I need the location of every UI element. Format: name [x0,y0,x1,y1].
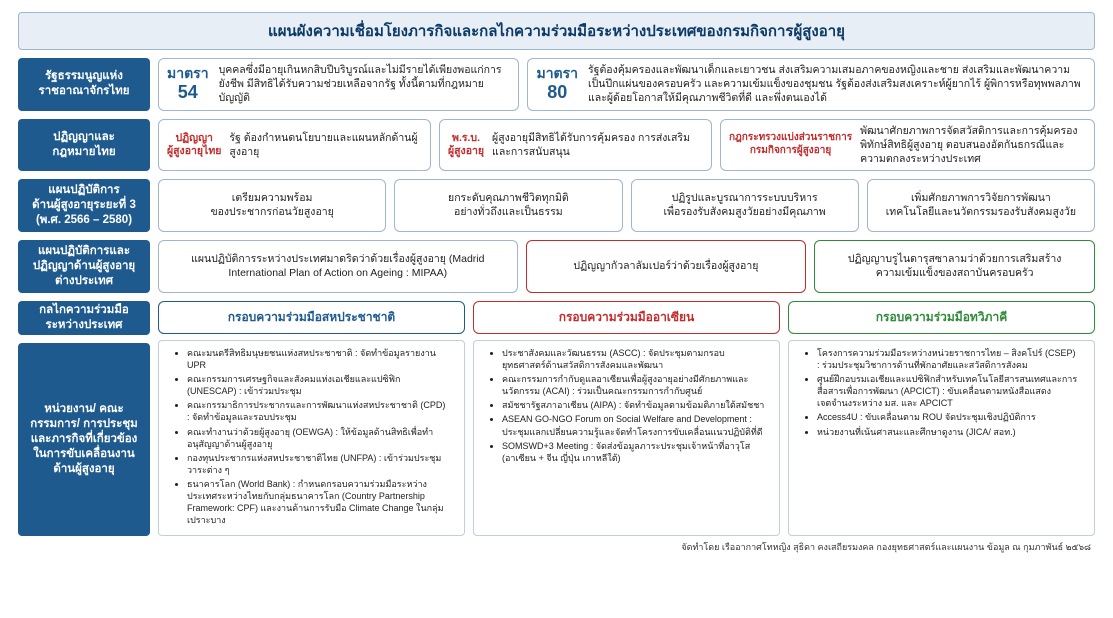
plan3-item-2: ยกระดับคุณภาพชีวิตทุกมิติ อย่างทั่วถึงแล… [394,179,622,232]
list-item: สมัชชารัฐสภาอาเซียน (AIPA) : จัดทำข้อมูล… [502,399,765,411]
label-intl: แผนปฏิบัติการและ ปฏิญญาด้านผู้สูงอายุ ต่… [18,240,150,293]
plan3-item-4: เพิ่มศักยภาพการวิจัยการพัฒนา เทคโนโลยีแล… [867,179,1095,232]
label-laws: ปฏิญญาและ กฎหมายไทย [18,119,150,172]
list-item: Access4U : ขับเคลื่อนตาม ROU จัดประชุมเช… [817,411,1080,423]
plan3-item-3: ปฏิรูปและบูรณาการระบบบริหาร เพื่อรองรับส… [631,179,859,232]
list-item: คณะกรรมาธิการประชากรและการพัฒนาแห่งสหประ… [187,399,450,423]
row-intl-plans: แผนปฏิบัติการและ ปฏิญญาด้านผู้สูงอายุ ต่… [18,240,1095,293]
label-plan3: แผนปฏิบัติการ ด้านผู้สูงอายุระยะที่ 3 (พ… [18,179,150,232]
list-item: ศูนย์ฝึกอบรมเอเชียและแปซิฟิกสำหรับเทคโนโ… [817,373,1080,409]
coop-list-un: คณะมนตรีสิทธิมนุษยชนแห่งสหประชาชาติ : จั… [173,347,450,527]
list-item: ประชาสังคมและวัฒนธรรม (ASCC) : จัดประชุม… [502,347,765,371]
list-item: โครงการความร่วมมือระหว่างหน่วยราชการไทย … [817,347,1080,371]
label-agencies: หน่วยงาน/ คณะกรรมการ/ การประชุม และภารกิ… [18,343,150,536]
law-a-text: รัฐ ต้องกำหนดนโยบายและแผนหลักด้านผู้สูงอ… [229,131,422,159]
list-item: กองทุนประชากรแห่งสหประชาชาติไทย (UNFPA) … [187,452,450,476]
clause-54-text: บุคคลซึ่งมีอายุเกินหกสิบปีบริบูรณ์และไม่… [219,63,511,106]
law-regulation: กฎกระทรวงแบ่งส่วนราชการ กรมกิจการผู้สูงอ… [720,119,1095,172]
coop-detail-bilateral: โครงการความร่วมมือระหว่างหน่วยราชการไทย … [788,340,1095,536]
intl-mipaa: แผนปฏิบัติการระหว่างประเทศมาดริดว่าด้วยเ… [158,240,518,293]
row-plan3: แผนปฏิบัติการ ด้านผู้สูงอายุระยะที่ 3 (พ… [18,179,1095,232]
coop-header-bilateral: กรอบความร่วมมือทวิภาคี [788,301,1095,334]
law-act: พ.ร.บ. ผู้สูงอายุ ผู้สูงอายุมีสิทธิได้รั… [439,119,712,172]
plan3-item-1: เตรียมความพร้อม ของประชากรก่อนวัยสูงอายุ [158,179,386,232]
const-clause-80: มาตรา 80 รัฐต้องคุ้มครองและพัฒนาเด็กและเ… [527,58,1095,111]
coop-header-asean: กรอบความร่วมมืออาเซียน [473,301,780,334]
coop-col-un: กรอบความร่วมมือสหประชาชาติ คณะมนตรีสิทธิ… [158,301,465,536]
coop-list-bilateral: โครงการความร่วมมือระหว่างหน่วยราชการไทย … [803,347,1080,438]
list-item: SOMSWD+3 Meeting : จัดส่งข้อมูลภาระประชุ… [502,440,765,464]
clause-80-text: รัฐต้องคุ้มครองและพัฒนาเด็กและเยาวชน ส่ง… [588,63,1086,106]
row-constitution: รัฐธรรมนูญแห่ง ราชอาณาจักรไทย มาตรา 54 บ… [18,58,1095,111]
list-item: หน่วยงานที่เน้นศาสนะและศึกษาดูงาน (JICA/… [817,426,1080,438]
const-clause-54: มาตรา 54 บุคคลซึ่งมีอายุเกินหกสิบปีบริบู… [158,58,519,111]
diagram-page: แผนผังความเชื่อมโยงภารกิจและกลไกความร่วม… [0,0,1113,558]
coop-detail-un: คณะมนตรีสิทธิมนุษยชนแห่งสหประชาชาติ : จั… [158,340,465,536]
coop-col-bilateral: กรอบความร่วมมือทวิภาคี โครงการความร่วมมื… [788,301,1095,536]
row-laws: ปฏิญญาและ กฎหมายไทย ปฏิญญา ผู้สูงอายุไทย… [18,119,1095,172]
coop-detail-asean: ประชาสังคมและวัฒนธรรม (ASCC) : จัดประชุม… [473,340,780,536]
label-coop: กลไกความร่วมมือ ระหว่างประเทศ [18,301,150,335]
coop-list-asean: ประชาสังคมและวัฒนธรรม (ASCC) : จัดประชุม… [488,347,765,464]
law-b-head: พ.ร.บ. ผู้สูงอายุ [448,132,484,158]
list-item: ASEAN GO-NGO Forum on Social Welfare and… [502,413,765,437]
clause-80-head: มาตรา 80 [536,65,578,103]
intl-brunei: ปฏิญญาบรูไนดารุสซาลามว่าด้วยการเสริมสร้า… [814,240,1095,293]
law-b-text: ผู้สูงอายุมีสิทธิได้รับการคุ้มครอง การส่… [492,131,703,159]
page-title: แผนผังความเชื่อมโยงภารกิจและกลไกความร่วม… [18,12,1095,50]
label-constitution: รัฐธรรมนูญแห่ง ราชอาณาจักรไทย [18,58,150,111]
coop-header-un: กรอบความร่วมมือสหประชาชาติ [158,301,465,334]
list-item: ธนาคารโลก (World Bank) : กำหนดกรอบความร่… [187,478,450,527]
law-c-head: กฎกระทรวงแบ่งส่วนราชการ กรมกิจการผู้สูงอ… [729,132,852,157]
row-cooperation: กลไกความร่วมมือ ระหว่างประเทศ หน่วยงาน/ … [18,301,1095,536]
list-item: คณะกรรมการเศรษฐกิจและสังคมแห่งเอเชียและแ… [187,373,450,397]
clause-54-head: มาตรา 54 [167,65,209,103]
plan3-items: เตรียมความพร้อม ของประชากรก่อนวัยสูงอายุ… [158,179,1095,232]
law-declaration: ปฏิญญา ผู้สูงอายุไทย รัฐ ต้องกำหนดนโยบาย… [158,119,431,172]
footer-credit: จัดทำโดย เรืออากาศโทหญิง สุธิดา คงเสถียร… [18,540,1095,554]
list-item: คณะทำงานว่าด้วยผู้สูงอายุ (OEWGA) : ให้ข… [187,426,450,450]
coop-col-asean: กรอบความร่วมมืออาเซียน ประชาสังคมและวัฒน… [473,301,780,536]
law-a-head: ปฏิญญา ผู้สูงอายุไทย [167,132,221,158]
law-c-text: พัฒนาศักยภาพการจัดสวัสดิการและการคุ้มครอ… [860,124,1086,167]
list-item: คณะมนตรีสิทธิมนุษยชนแห่งสหประชาชาติ : จั… [187,347,450,371]
list-item: คณะกรรมการกำกับดูแลอาเซียนเพื่อผู้สูงอาย… [502,373,765,397]
intl-kl: ปฏิญญากัวลาลัมเปอร์ว่าด้วยเรื่องผู้สูงอา… [526,240,807,293]
